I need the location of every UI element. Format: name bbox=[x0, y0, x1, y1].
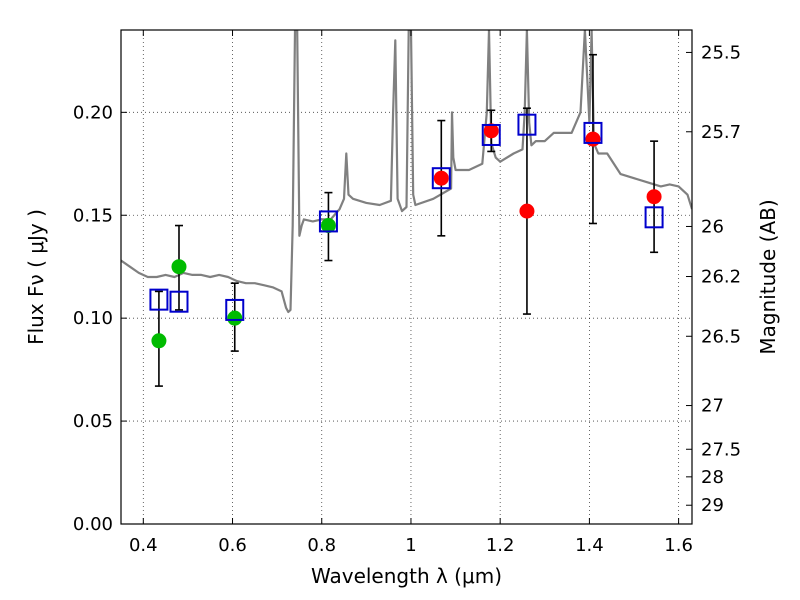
y-axis-title: Flux Fν ( μJy ) bbox=[24, 209, 48, 345]
y-tick-label: 0.20 bbox=[73, 102, 113, 123]
tick-layer: 0.4 0.6 0.8 1 1.2 1.4 1.6 0.00 0.05 0.10 0.15 0.20 2… bbox=[73, 30, 741, 556]
model-photometry-square bbox=[431, 167, 451, 190]
y-tick-label: 0.15 bbox=[73, 205, 113, 226]
observed-point bbox=[646, 189, 662, 205]
observed-point bbox=[433, 170, 449, 186]
right-tick-label: 27.5 bbox=[701, 439, 741, 460]
model-photometry-square bbox=[149, 288, 169, 311]
model-spectrum-layer bbox=[121, 30, 692, 314]
observed-point bbox=[227, 310, 243, 326]
observed-point bbox=[585, 131, 601, 147]
model-photometry-square bbox=[644, 206, 664, 229]
observed-point bbox=[320, 218, 336, 234]
y-tick-label: 0.00 bbox=[73, 514, 113, 535]
x-tick-label: 0.4 bbox=[129, 535, 158, 556]
observed-point bbox=[483, 123, 499, 139]
model-photometry-square bbox=[517, 113, 537, 136]
observed-point bbox=[151, 333, 167, 349]
right-axis-title: Magnitude (AB) bbox=[756, 199, 780, 354]
right-tick-label: 25.5 bbox=[701, 42, 741, 63]
observed-point bbox=[519, 203, 535, 219]
model-photometry-square bbox=[225, 298, 245, 321]
model-photometry-square bbox=[481, 123, 501, 146]
right-tick-label: 26 bbox=[701, 216, 724, 237]
x-tick-label: 1 bbox=[405, 535, 416, 556]
right-tick-label: 25.7 bbox=[701, 122, 741, 143]
right-tick-label: 26.5 bbox=[701, 326, 741, 347]
observed-point bbox=[171, 259, 187, 275]
x-tick-label: 1.6 bbox=[664, 535, 693, 556]
y-tick-label: 0.05 bbox=[73, 411, 113, 432]
y-tick-label: 0.10 bbox=[73, 308, 113, 329]
right-tick-label: 28 bbox=[701, 467, 724, 488]
model-photometry-square bbox=[169, 290, 189, 313]
right-tick-label: 26.2 bbox=[701, 267, 741, 288]
model-photometry-square bbox=[318, 210, 338, 233]
marker-layer bbox=[149, 53, 664, 387]
x-axis-title: Wavelength λ (μm) bbox=[311, 564, 502, 588]
model-photometry-square bbox=[583, 121, 603, 144]
right-tick-label: 29 bbox=[701, 495, 724, 516]
x-tick-label: 0.8 bbox=[307, 535, 336, 556]
right-tick-label: 27 bbox=[701, 396, 724, 417]
model-spectrum-line bbox=[121, 30, 692, 314]
x-tick-label: 1.2 bbox=[486, 535, 515, 556]
x-tick-label: 0.6 bbox=[218, 535, 247, 556]
x-tick-label: 1.4 bbox=[575, 535, 604, 556]
